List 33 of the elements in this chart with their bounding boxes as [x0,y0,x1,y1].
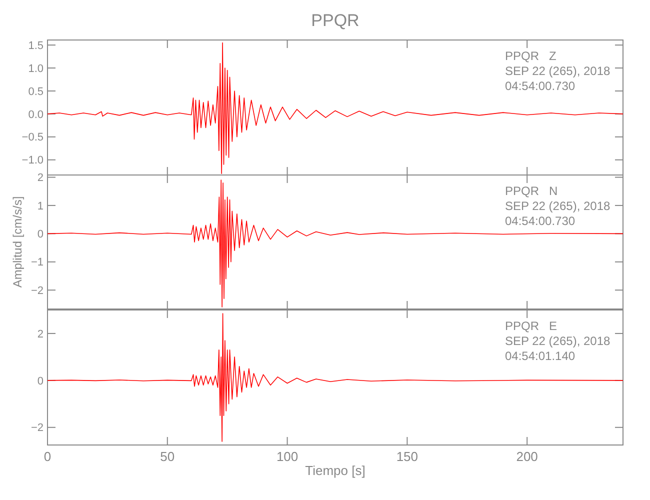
y-tick-label: 0 [37,228,44,241]
x-tick-label: 150 [396,449,418,464]
annotation: SEP 22 (265), 2018 [505,64,611,78]
y-tick-label: −2 [30,284,44,297]
annotation: SEP 22 (265), 2018 [505,199,611,213]
line-series [47,42,624,174]
y-tick-label: −0.5 [22,132,44,144]
y-tick-label: 1.0 [28,62,44,75]
annotation: PPQR N [505,184,558,198]
line-series [47,180,624,308]
y-tick-label: 1 [37,200,44,212]
y-tick-label: 0.0 [28,108,44,121]
y-axis-title: Amplitud [cm/s/s] [10,196,24,288]
x-tick-label: 50 [160,449,175,464]
y-tick-label: 1.5 [28,40,44,52]
annotation: PPQR Z [505,49,556,63]
y-tick-label: 2 [37,328,44,340]
y-tick-label: 0.5 [28,86,44,98]
x-tick-label: 200 [516,449,538,464]
x-tick-label: 100 [276,449,298,464]
y-tick-label: 0 [37,375,44,388]
x-axis-title: Tiempo [s] [305,463,366,478]
y-tick-label: −1.0 [22,154,44,167]
annotation: 04:54:00.730 [505,79,576,93]
annotation: PPQR E [505,319,558,333]
y-tick-label: −2 [30,422,44,434]
chart-title: PPQR [311,11,360,30]
annotation: 04:54:01.140 [505,349,576,363]
line-series [47,313,624,442]
y-tick-label: 2 [37,172,44,184]
annotation: SEP 22 (265), 2018 [505,334,611,348]
annotation: 04:54:00.730 [505,214,576,228]
y-tick-label: −1 [30,256,44,269]
